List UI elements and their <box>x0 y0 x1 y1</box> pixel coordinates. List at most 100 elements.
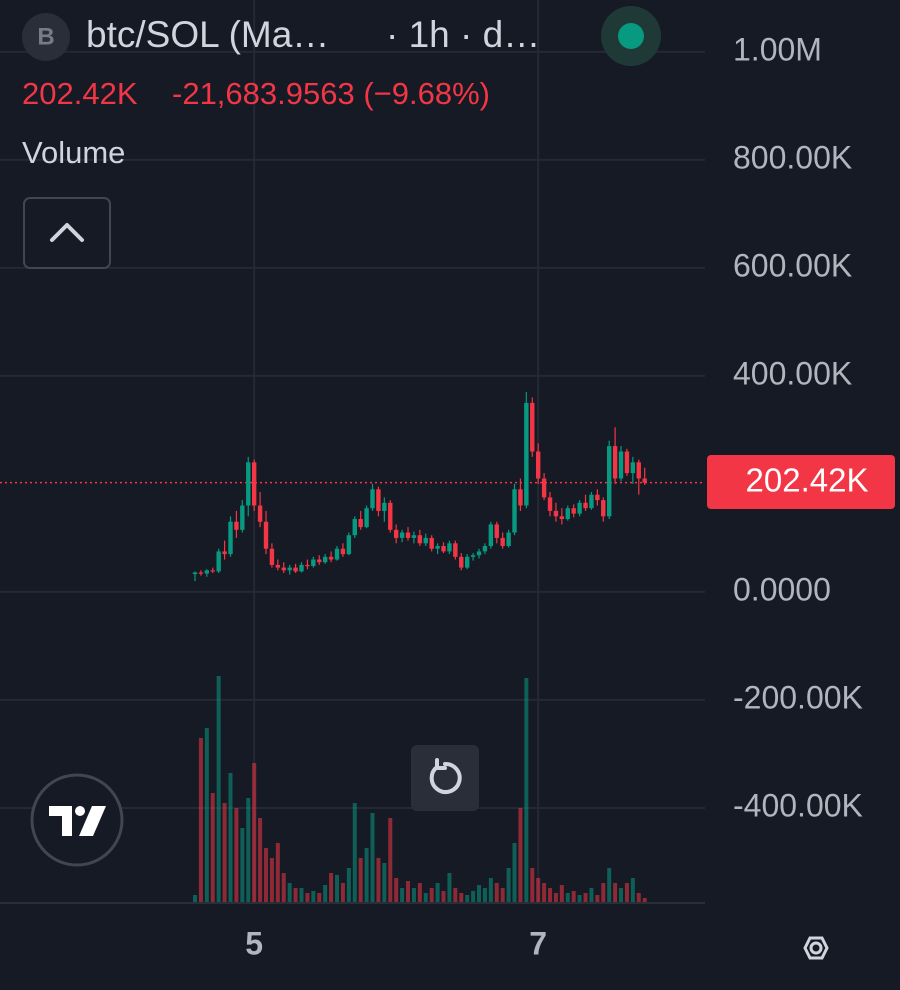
candle-body <box>405 532 411 538</box>
x-tick-label: 7 <box>529 925 547 961</box>
volume-bar <box>210 793 215 903</box>
volume-bar <box>228 773 233 903</box>
volume-bar <box>323 885 328 903</box>
price-label: 202.42K <box>746 462 869 499</box>
reset-button-frame[interactable] <box>411 745 479 811</box>
symbol-title[interactable]: btc/SOL (Ma… <box>86 14 329 55</box>
volume-bar <box>548 888 553 903</box>
volume-bar <box>447 873 452 903</box>
candle-body <box>606 446 612 517</box>
volume-bar <box>506 868 511 903</box>
volume-bar <box>275 843 280 903</box>
indicator-label[interactable]: Volume <box>22 135 125 170</box>
volume-bar <box>441 891 446 903</box>
candle-body <box>601 500 606 517</box>
volume-bar <box>394 878 399 903</box>
candle-body <box>222 551 227 555</box>
y-tick-label: 600.00K <box>733 247 852 283</box>
volume-bar <box>358 858 363 903</box>
volume-bar <box>577 895 582 903</box>
candle-body <box>565 508 570 520</box>
volume-bar <box>471 891 476 903</box>
volume-bar <box>346 868 351 903</box>
volume-bar <box>198 738 203 903</box>
volume-bar <box>376 858 381 903</box>
candle-body <box>305 564 310 567</box>
collapse-button-frame[interactable] <box>23 197 111 269</box>
volume-bar <box>619 888 624 903</box>
candle-body <box>399 532 405 538</box>
x-tick-label: 5 <box>245 925 263 961</box>
settings-button[interactable] <box>803 936 829 960</box>
candle-body <box>216 551 221 572</box>
candle-body <box>411 535 417 538</box>
volume-bar <box>494 883 499 903</box>
candle-body <box>470 555 476 557</box>
candle-body <box>547 497 553 511</box>
logo-frame[interactable] <box>30 773 124 867</box>
candle-body <box>589 494 594 509</box>
settings-icon[interactable] <box>803 936 829 960</box>
volume-bar <box>240 828 245 903</box>
volume-bar <box>335 875 340 903</box>
volume-bar <box>293 888 298 903</box>
candle-body <box>612 446 618 479</box>
candle-body <box>583 502 588 509</box>
volume-bar <box>305 893 310 903</box>
candle-body <box>251 462 257 506</box>
candle-body <box>334 548 340 560</box>
candle-body <box>524 402 529 506</box>
reset-icon <box>429 761 462 794</box>
volume-bar <box>382 863 387 903</box>
logo[interactable] <box>30 773 124 867</box>
volume-bar <box>406 881 411 903</box>
y-tick-label: -200.00K <box>733 679 863 715</box>
candle-body <box>263 521 269 549</box>
candle-body <box>453 543 458 557</box>
grid <box>0 0 705 903</box>
volume-bar <box>269 858 274 903</box>
y-tick-label: 1.00M <box>733 31 822 67</box>
volume-bar <box>601 883 606 903</box>
collapse-button[interactable] <box>23 197 111 269</box>
volume-bar <box>624 883 629 903</box>
price-label-box <box>707 455 895 509</box>
candle-body <box>299 564 304 572</box>
volume-bar <box>435 883 440 903</box>
volume-bar <box>636 893 641 903</box>
candle-body <box>595 494 600 501</box>
volume-bar <box>512 843 517 903</box>
volume-bar <box>423 893 428 903</box>
candle-body <box>228 521 233 555</box>
candle-body <box>352 519 357 536</box>
reset-button[interactable] <box>411 745 479 811</box>
candle-body <box>500 537 505 547</box>
candle-body <box>541 478 547 498</box>
symbol-icon-letter: B <box>37 23 54 50</box>
candle-body <box>317 559 322 563</box>
candle-body <box>358 519 363 528</box>
logo-mark-2 <box>75 806 85 816</box>
candle-body <box>257 505 263 522</box>
symbol-icon <box>22 13 70 61</box>
logo-mark-1 <box>49 806 72 836</box>
volume-bar <box>559 885 564 903</box>
candle-body <box>246 462 251 506</box>
volume-bar <box>370 813 375 903</box>
volume-bar <box>252 763 257 903</box>
volume-bar <box>317 893 322 903</box>
volume-bar <box>311 891 316 903</box>
volume-bar <box>264 848 269 903</box>
candle-body <box>630 462 636 474</box>
interval[interactable]: · 1h · d… <box>386 14 540 55</box>
candle-body <box>281 567 286 571</box>
candle-body <box>518 489 523 506</box>
candle-body <box>364 508 369 528</box>
reset-icon-arrow <box>435 758 447 770</box>
candle-body <box>234 521 239 530</box>
candle-body <box>535 451 541 479</box>
volume-bar <box>417 883 422 903</box>
candle-body <box>618 451 624 479</box>
y-tick-label: 0.0000 <box>733 571 831 607</box>
